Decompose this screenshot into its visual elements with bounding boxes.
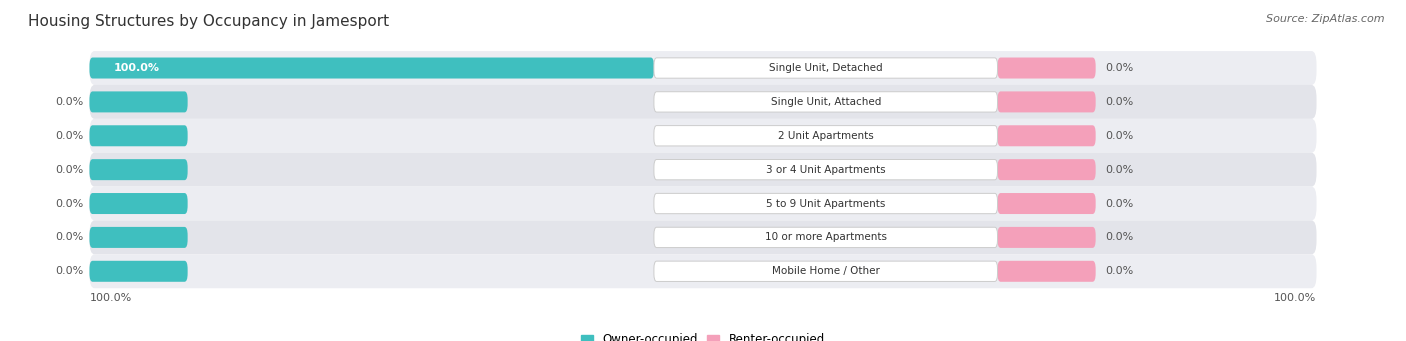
FancyBboxPatch shape: [997, 159, 1095, 180]
Text: 0.0%: 0.0%: [55, 233, 83, 242]
FancyBboxPatch shape: [90, 125, 187, 146]
Text: 0.0%: 0.0%: [55, 131, 83, 141]
FancyBboxPatch shape: [90, 58, 654, 78]
Text: 0.0%: 0.0%: [55, 266, 83, 276]
Text: 3 or 4 Unit Apartments: 3 or 4 Unit Apartments: [766, 165, 886, 175]
FancyBboxPatch shape: [997, 193, 1095, 214]
FancyBboxPatch shape: [90, 221, 1316, 254]
Text: 0.0%: 0.0%: [55, 198, 83, 209]
Text: 0.0%: 0.0%: [1105, 165, 1133, 175]
Legend: Owner-occupied, Renter-occupied: Owner-occupied, Renter-occupied: [576, 329, 830, 341]
FancyBboxPatch shape: [90, 254, 1316, 288]
FancyBboxPatch shape: [654, 193, 997, 214]
FancyBboxPatch shape: [90, 85, 1316, 119]
FancyBboxPatch shape: [654, 92, 997, 112]
Text: 0.0%: 0.0%: [1105, 97, 1133, 107]
FancyBboxPatch shape: [90, 193, 187, 214]
Text: 5 to 9 Unit Apartments: 5 to 9 Unit Apartments: [766, 198, 886, 209]
FancyBboxPatch shape: [654, 261, 997, 281]
FancyBboxPatch shape: [654, 58, 997, 78]
Text: 0.0%: 0.0%: [1105, 198, 1133, 209]
Text: Source: ZipAtlas.com: Source: ZipAtlas.com: [1267, 14, 1385, 24]
Text: 100.0%: 100.0%: [1274, 293, 1316, 303]
FancyBboxPatch shape: [90, 261, 187, 282]
FancyBboxPatch shape: [90, 153, 1316, 187]
FancyBboxPatch shape: [90, 227, 187, 248]
FancyBboxPatch shape: [997, 58, 1095, 78]
Text: Housing Structures by Occupancy in Jamesport: Housing Structures by Occupancy in James…: [28, 14, 389, 29]
FancyBboxPatch shape: [997, 125, 1095, 146]
FancyBboxPatch shape: [90, 119, 1316, 153]
Text: 100.0%: 100.0%: [90, 293, 132, 303]
Text: 0.0%: 0.0%: [1105, 266, 1133, 276]
Text: 0.0%: 0.0%: [1105, 233, 1133, 242]
FancyBboxPatch shape: [90, 187, 1316, 221]
Text: 0.0%: 0.0%: [1105, 63, 1133, 73]
Text: 0.0%: 0.0%: [1105, 131, 1133, 141]
FancyBboxPatch shape: [997, 227, 1095, 248]
Text: 100.0%: 100.0%: [114, 63, 160, 73]
FancyBboxPatch shape: [997, 261, 1095, 282]
Text: Single Unit, Attached: Single Unit, Attached: [770, 97, 882, 107]
FancyBboxPatch shape: [654, 227, 997, 248]
Text: Mobile Home / Other: Mobile Home / Other: [772, 266, 880, 276]
FancyBboxPatch shape: [90, 91, 187, 113]
FancyBboxPatch shape: [90, 51, 1316, 85]
FancyBboxPatch shape: [654, 160, 997, 180]
Text: 0.0%: 0.0%: [55, 165, 83, 175]
FancyBboxPatch shape: [90, 159, 187, 180]
FancyBboxPatch shape: [654, 125, 997, 146]
Text: 10 or more Apartments: 10 or more Apartments: [765, 233, 887, 242]
Text: Single Unit, Detached: Single Unit, Detached: [769, 63, 883, 73]
Text: 2 Unit Apartments: 2 Unit Apartments: [778, 131, 873, 141]
FancyBboxPatch shape: [997, 91, 1095, 113]
Text: 0.0%: 0.0%: [55, 97, 83, 107]
